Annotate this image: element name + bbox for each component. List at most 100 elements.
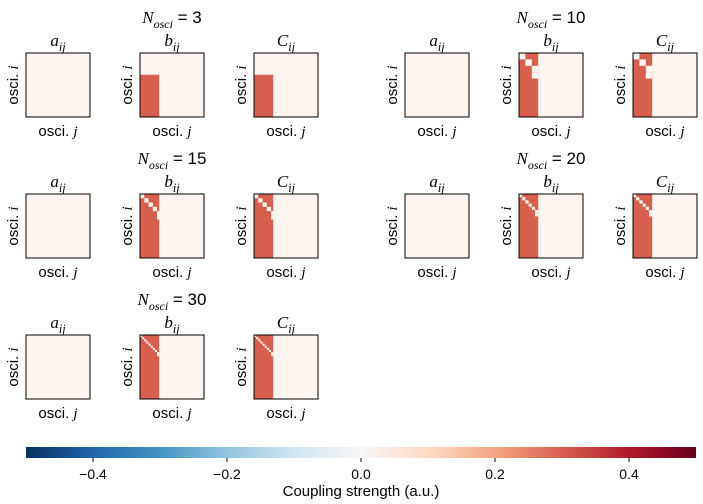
- diagonal-cell: [266, 347, 269, 350]
- colorbar-tick-label: 0.4: [619, 466, 639, 482]
- diagonal-cell: [140, 194, 145, 199]
- diagonal-cell: [152, 347, 155, 350]
- colorbar-tick-label: −0.4: [79, 466, 107, 482]
- y-axis-label: osci. i: [5, 347, 22, 386]
- coupling-block: [254, 335, 274, 399]
- diagonal-cell: [271, 211, 276, 216]
- matrix-frame: [253, 334, 319, 400]
- y-axis-label: osci. i: [119, 206, 136, 245]
- matrix-c-n3: Cij osci. j osci. i: [233, 31, 319, 140]
- matrix-c-n30: Cij osci. j osci. i: [233, 313, 319, 422]
- matrix-title: aij: [50, 172, 66, 195]
- matrix-a-n30: aij osci. j osci. i: [5, 313, 91, 422]
- colorbar-tick-label: 0.0: [351, 466, 371, 482]
- matrix-b-n15: bij osci. j osci. i: [119, 172, 205, 281]
- matrix-frame: [139, 334, 205, 400]
- matrix-b-n10: bij osci. j osci. i: [498, 31, 584, 140]
- coupling-block: [140, 74, 160, 117]
- group-title: Nosci = 15: [137, 149, 207, 172]
- y-axis-label: osci. i: [384, 206, 401, 245]
- matrix-title: Cij: [277, 31, 296, 54]
- diagonal-cell: [645, 65, 653, 73]
- matrix-title: bij: [164, 31, 180, 54]
- diagonal-cell: [525, 59, 532, 66]
- diagonal-cell: [636, 197, 640, 201]
- x-axis-label: osci. j: [645, 123, 684, 140]
- diagonal-cell: [633, 194, 637, 198]
- x-axis-label: osci. j: [38, 123, 77, 140]
- y-axis-label: osci. i: [119, 65, 136, 104]
- matrix-background: [26, 194, 90, 258]
- matrix-b-n20: bij osci. j osci. i: [498, 172, 584, 281]
- coupling-block: [140, 335, 160, 399]
- matrix-frame: [253, 193, 319, 259]
- group-title: Nosci = 3: [141, 8, 202, 31]
- matrix-background: [405, 194, 469, 258]
- diagonal-cell: [262, 202, 267, 207]
- matrix-a-n15: aij osci. j osci. i: [5, 172, 91, 281]
- matrix-title: bij: [164, 313, 180, 336]
- matrix-title: aij: [429, 172, 445, 195]
- group-title: Nosci = 10: [516, 8, 586, 31]
- colorbar: −0.4 −0.2 0.0 0.2 0.4 Coupling strength (a.u…: [26, 447, 696, 500]
- matrix-background: [405, 53, 469, 117]
- group-title: Nosci = 20: [516, 149, 586, 172]
- x-axis-label: osci. j: [152, 405, 191, 422]
- diagonal-cell: [639, 200, 643, 204]
- diagonal-cell: [256, 337, 259, 340]
- group-n-osci-30: Nosci = 30 aij osci. j osci. i bij osci. j osc…: [5, 290, 319, 422]
- x-axis-label: osci. j: [417, 264, 456, 281]
- diagonal-cell: [260, 341, 263, 344]
- diagonal-cell: [645, 206, 649, 210]
- matrix-a-n3: aij osci. j osci. i: [5, 31, 91, 140]
- matrix-title: aij: [50, 31, 66, 54]
- matrix-panels: Nosci = 3 aij osci. j osci. i bij osci. j osci…: [5, 8, 698, 422]
- y-axis-label: osci. i: [612, 206, 629, 245]
- matrix-frame: [25, 193, 91, 259]
- matrix-frame: [518, 52, 584, 118]
- diagonal-cell: [157, 352, 160, 355]
- x-axis-label: osci. j: [417, 123, 456, 140]
- diagonal-cell: [268, 349, 272, 353]
- matrix-frame: [139, 193, 205, 259]
- matrix-frame: [404, 52, 470, 118]
- y-axis-label: osci. i: [233, 65, 250, 104]
- diagonal-cell: [258, 339, 261, 342]
- matrix-frame: [632, 193, 698, 259]
- colorbar-tick-label: 0.2: [485, 466, 505, 482]
- x-axis-label: osci. j: [152, 123, 191, 140]
- diagonal-cell: [264, 345, 267, 348]
- matrix-title: aij: [429, 31, 445, 54]
- x-axis-label: osci. j: [38, 264, 77, 281]
- matrix-frame: [25, 52, 91, 118]
- matrix-c-n15: Cij osci. j osci. i: [233, 172, 319, 281]
- x-axis-label: osci. j: [152, 264, 191, 281]
- diagonal-cell: [649, 213, 653, 217]
- diagonal-cell: [642, 203, 646, 207]
- colorbar-gradient: [26, 447, 696, 458]
- diagonal-cell: [148, 343, 151, 346]
- diagonal-cell: [157, 354, 160, 357]
- group-n-osci-10: Nosci = 10 aij osci. j osci. i bij osci. j osc…: [384, 8, 698, 140]
- matrix-a-n10: aij osci. j osci. i: [384, 31, 470, 140]
- diagonal-cell: [142, 337, 145, 340]
- group-title: Nosci = 30: [137, 290, 207, 313]
- matrix-background: [26, 335, 90, 399]
- y-axis-label: osci. i: [233, 347, 250, 386]
- group-n-osci-15: Nosci = 15 aij osci. j osci. i bij osci. j osc…: [5, 149, 319, 281]
- diagonal-cell: [528, 203, 532, 207]
- diagonal-cell: [633, 53, 640, 60]
- diagonal-cell: [271, 215, 276, 220]
- diagonal-cell: [519, 53, 526, 60]
- y-axis-label: osci. i: [384, 65, 401, 104]
- diagonal-cell: [535, 210, 539, 214]
- matrix-b-n30: bij osci. j osci. i: [119, 313, 205, 422]
- y-axis-label: osci. i: [5, 65, 22, 104]
- matrix-title: Cij: [277, 313, 296, 336]
- diagonal-cell: [157, 215, 162, 220]
- matrix-frame: [518, 193, 584, 259]
- x-axis-label: osci. j: [266, 123, 305, 140]
- matrix-title: Cij: [277, 172, 296, 195]
- x-axis-label: osci. j: [266, 264, 305, 281]
